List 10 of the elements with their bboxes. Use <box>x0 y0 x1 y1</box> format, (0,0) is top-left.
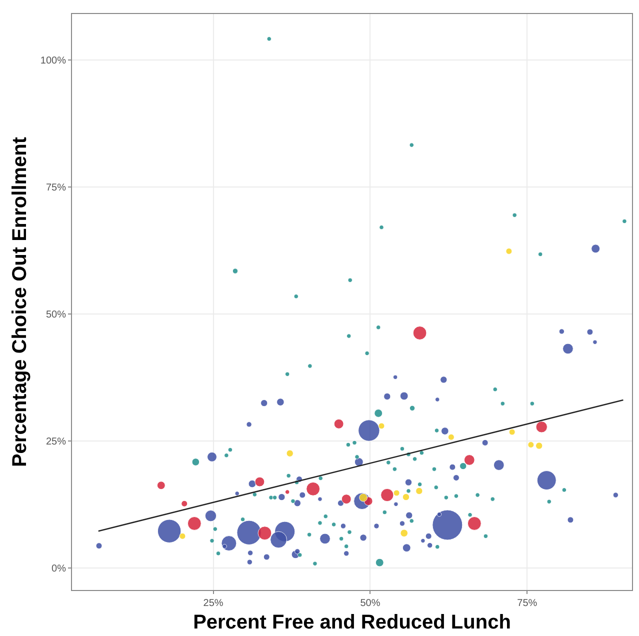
x-axis-title: Percent Free and Reduced Lunch <box>193 612 511 634</box>
y-tick-label: 0% <box>52 564 66 575</box>
y-tick-label: 75% <box>46 182 66 194</box>
y-tick-label: 50% <box>46 310 66 321</box>
y-axis-title: Percentage Choice Out Enrollment <box>8 136 31 468</box>
x-tick-label: 50% <box>360 598 380 609</box>
x-tick-label: 75% <box>517 598 538 609</box>
x-tick-label: 25% <box>203 598 224 609</box>
y-tick-label: 25% <box>46 436 66 448</box>
y-tick-label: 100% <box>40 56 66 67</box>
